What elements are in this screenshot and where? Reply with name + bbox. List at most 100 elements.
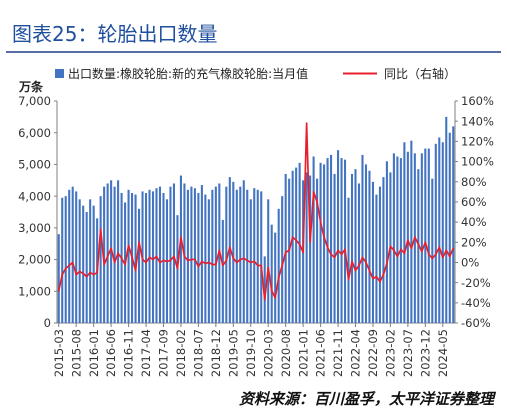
y-right-tick-label: 100% xyxy=(461,155,494,169)
bar xyxy=(445,116,448,323)
bar xyxy=(75,191,78,323)
yoy-point xyxy=(141,258,144,261)
y-left-tick-label: 5,000 xyxy=(18,158,51,172)
yoy-point xyxy=(57,289,60,292)
bar xyxy=(57,234,60,323)
yoy-point xyxy=(326,246,329,249)
bar xyxy=(382,177,385,323)
bar xyxy=(172,183,175,323)
bar xyxy=(204,194,207,323)
x-tick-label: 2023-07 xyxy=(401,329,415,377)
axes xyxy=(56,101,456,324)
yoy-point xyxy=(424,241,427,244)
yoy-point xyxy=(267,266,270,269)
yoy-point xyxy=(145,261,147,264)
yoy-point xyxy=(64,267,67,270)
bar xyxy=(298,162,301,323)
y-right-tick-label: -60% xyxy=(461,316,491,330)
yoy-point xyxy=(441,256,444,259)
yoy-point xyxy=(249,261,252,264)
bar xyxy=(319,162,322,323)
yoy-point xyxy=(253,260,256,263)
yoy-point xyxy=(71,261,74,264)
yoy-point xyxy=(382,273,385,276)
bar xyxy=(197,192,200,323)
bar xyxy=(85,212,88,323)
bar xyxy=(434,143,437,323)
bar xyxy=(221,219,224,323)
yoy-point xyxy=(155,255,158,258)
bar xyxy=(263,256,266,323)
yoy-point xyxy=(337,249,339,252)
yoy-point xyxy=(204,262,207,265)
bar xyxy=(316,178,319,323)
y-left-unit-label: 万条 xyxy=(18,79,44,94)
yoy-point xyxy=(215,263,217,266)
yoy-point xyxy=(162,259,165,262)
bar xyxy=(186,189,189,323)
x-tick-label: 2022-04 xyxy=(349,329,363,377)
yoy-point xyxy=(235,261,238,264)
yoy-line xyxy=(57,122,455,301)
yoy-point xyxy=(410,247,413,250)
bar xyxy=(337,150,340,323)
bar xyxy=(92,205,95,323)
bar xyxy=(375,194,378,323)
bar xyxy=(158,186,162,323)
bar-series xyxy=(57,116,455,324)
x-tick-label: 2018-07 xyxy=(192,329,206,377)
bar xyxy=(225,186,228,323)
x-tick-label: 2020-03 xyxy=(261,329,275,377)
bar xyxy=(364,164,368,323)
yoy-point xyxy=(138,241,140,244)
bar xyxy=(82,205,85,323)
bar xyxy=(295,167,298,323)
bar xyxy=(134,194,137,323)
bar xyxy=(190,186,193,323)
y-right-tick-label: 120% xyxy=(461,135,494,149)
y-right-tick-label: 160% xyxy=(461,94,494,108)
yoy-point xyxy=(407,239,409,242)
yoy-point xyxy=(284,251,287,254)
bar xyxy=(371,181,374,323)
yoy-point xyxy=(312,190,315,193)
y-right-tick-labels: -60% -40% -20% 0% 20% 40% 60% 80% 100% 120% 140% 16… xyxy=(455,94,494,330)
bar xyxy=(350,173,354,323)
y-left-tick-label: 6,000 xyxy=(18,126,51,140)
yoy-point xyxy=(263,298,266,301)
bar xyxy=(232,181,235,323)
bar xyxy=(267,199,270,323)
yoy-point xyxy=(120,257,123,260)
y-left-tick-label: 3,000 xyxy=(18,221,51,235)
y-right-tick-label: -40% xyxy=(461,296,491,310)
bar xyxy=(211,189,214,323)
yoy-point xyxy=(340,253,343,256)
yoy-point xyxy=(61,273,64,276)
yoy-point xyxy=(302,251,304,254)
bar xyxy=(291,170,294,323)
yoy-point xyxy=(208,261,210,264)
bar xyxy=(127,189,130,323)
yoy-point xyxy=(434,253,437,256)
bar xyxy=(343,159,347,323)
yoy-point xyxy=(85,275,88,278)
yoy-point xyxy=(414,236,416,239)
yoy-point xyxy=(225,259,228,262)
bar xyxy=(368,170,371,323)
bar xyxy=(354,169,357,323)
x-tick-label: 2017-09 xyxy=(157,329,171,377)
y-right-tick-label: 140% xyxy=(461,114,494,128)
bar xyxy=(284,173,287,323)
yoy-point xyxy=(368,269,371,272)
yoy-point xyxy=(417,243,420,246)
yoy-point xyxy=(400,248,402,251)
bar xyxy=(431,178,434,323)
x-tick-label: 2021-01 xyxy=(296,329,310,377)
yoy-point xyxy=(239,258,242,261)
bar xyxy=(249,199,252,323)
yoy-point xyxy=(242,257,245,260)
bar xyxy=(340,158,343,323)
yoy-point xyxy=(448,255,451,258)
yoy-point xyxy=(288,249,291,252)
